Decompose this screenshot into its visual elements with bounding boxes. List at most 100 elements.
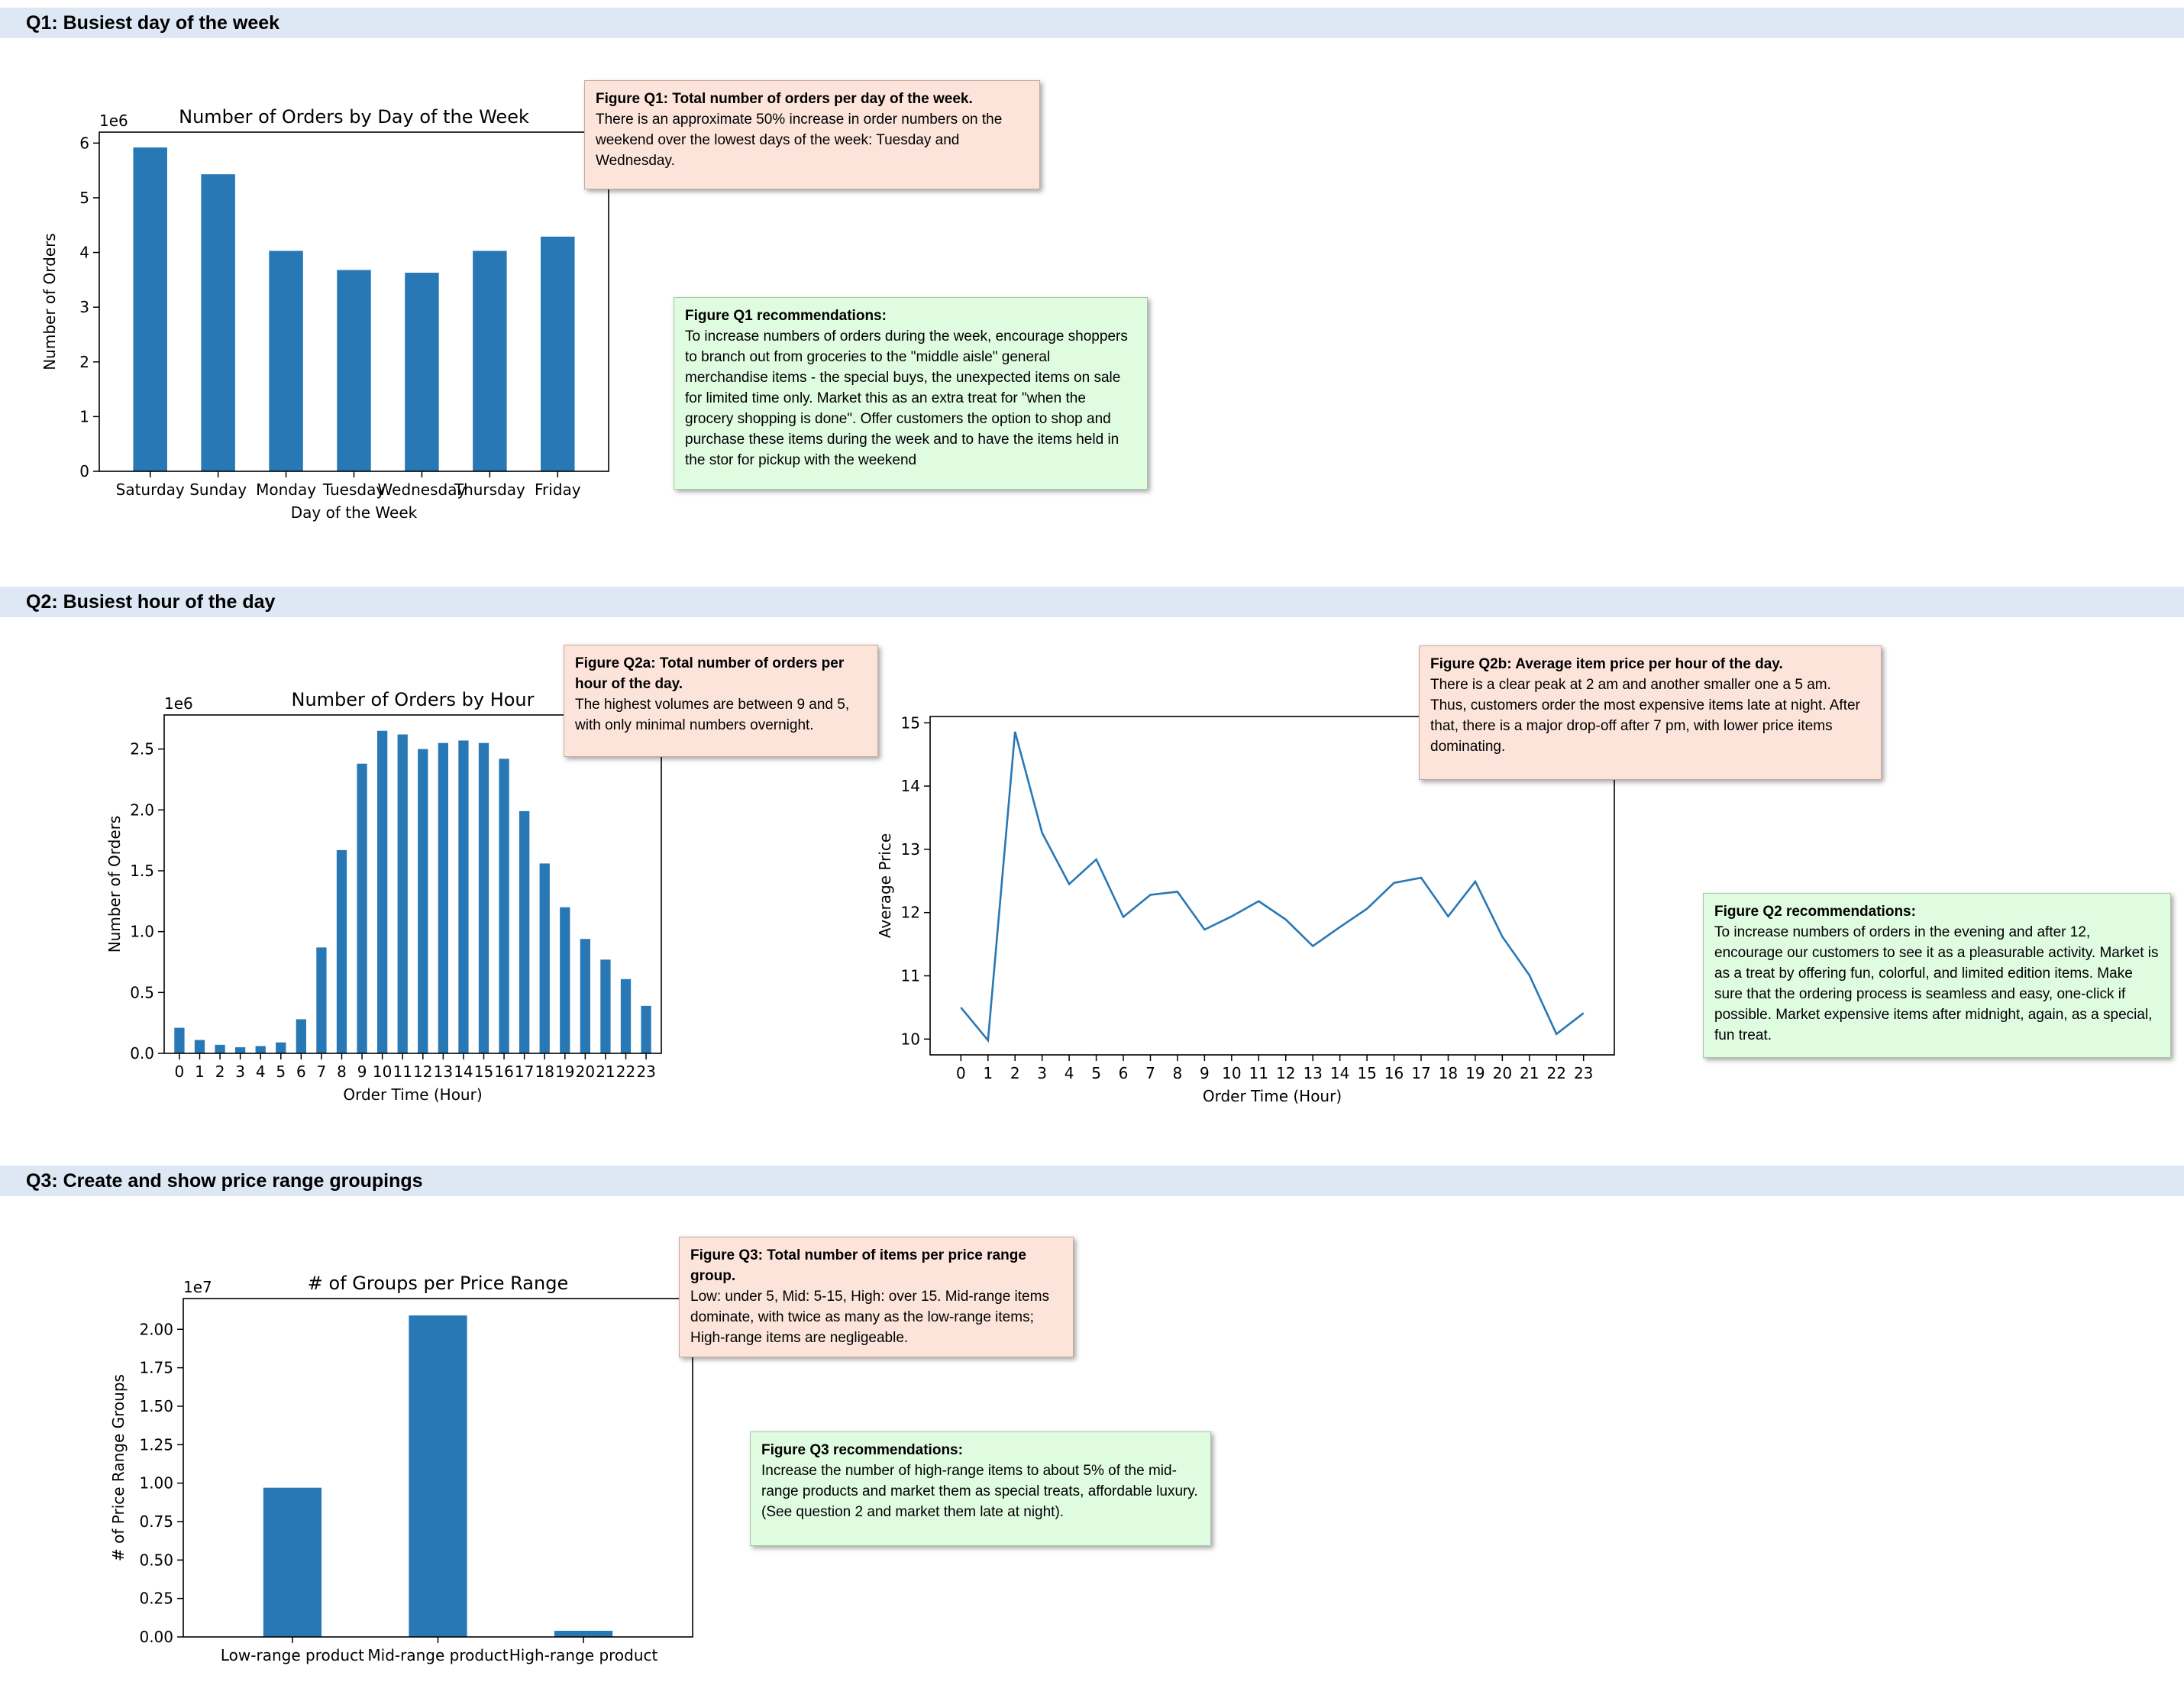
note-figure-q2a: Figure Q2a: Total number of orders per h… <box>564 645 878 757</box>
y-tick-label: 0.00 <box>139 1628 173 1646</box>
y-axis-label: Number of Orders <box>105 816 124 953</box>
y-tick-label: 1.5 <box>130 862 154 880</box>
x-tick-label: Saturday <box>116 480 185 499</box>
x-tick-label: 6 <box>1119 1064 1129 1082</box>
bar-13 <box>438 742 448 1053</box>
series-line-average-price <box>960 731 1585 1043</box>
note-title: Figure Q2 recommendations: <box>1714 904 1916 920</box>
x-tick-label: 18 <box>1439 1064 1458 1082</box>
y-tick-label: 12 <box>901 904 920 922</box>
x-tick-label: 4 <box>256 1063 266 1081</box>
y-tick-label: 2.0 <box>130 801 154 819</box>
bar-17 <box>519 810 530 1053</box>
x-tick-label: 5 <box>276 1063 286 1081</box>
bar-2 <box>215 1044 225 1053</box>
bar-18 <box>539 863 550 1053</box>
y-tick-label: 5 <box>79 189 89 207</box>
x-tick-label: 7 <box>1145 1064 1155 1082</box>
x-tick-label: 11 <box>393 1063 412 1081</box>
bar-saturday <box>133 147 167 471</box>
y-tick-label: 2 <box>79 353 89 371</box>
note-title: Figure Q3: Total number of items per pri… <box>690 1247 1026 1284</box>
y-axis-label: # of Price Range Groups <box>109 1374 128 1561</box>
x-tick-label: 0 <box>956 1064 966 1082</box>
y-tick-label: 0.0 <box>130 1044 154 1063</box>
note-body: Increase the number of high-range items … <box>761 1463 1198 1520</box>
plot-frame <box>163 714 662 1054</box>
x-tick-label: 13 <box>1303 1064 1322 1082</box>
bar-monday <box>269 251 303 471</box>
y-tick-label: 3 <box>79 298 89 316</box>
note-body: The highest volumes are between 9 and 5,… <box>575 697 850 733</box>
y-tick-label: 1.00 <box>139 1474 173 1493</box>
x-tick-label: 0 <box>175 1063 185 1081</box>
y-tick-label: 14 <box>901 777 920 795</box>
x-tick-label: 8 <box>337 1063 347 1081</box>
y-tick-label: 0 <box>79 462 89 480</box>
bar-7 <box>316 947 327 1053</box>
bar-mid-range-product <box>409 1315 467 1637</box>
x-tick-label: 11 <box>1249 1064 1268 1082</box>
y-tick-label: 0.75 <box>139 1512 173 1531</box>
x-tick-label: 23 <box>636 1063 655 1081</box>
bar-22 <box>620 978 632 1053</box>
x-tick-label: 7 <box>317 1063 327 1081</box>
bar-3 <box>235 1047 246 1053</box>
y-tick-label: 1.75 <box>139 1359 173 1377</box>
y-tick-label: 13 <box>901 840 920 859</box>
x-tick-label: Wednesday <box>378 480 467 499</box>
x-tick-label: 1 <box>983 1064 993 1082</box>
x-tick-label: 21 <box>596 1063 615 1081</box>
x-tick-label: 17 <box>1411 1064 1430 1082</box>
x-tick-label: 19 <box>1465 1064 1485 1082</box>
bar-high-range-product <box>554 1630 613 1637</box>
bar-6 <box>296 1019 306 1053</box>
section-title-q3: Q3: Create and show price range grouping… <box>26 1170 423 1192</box>
note-figure-q3: Figure Q3: Total number of items per pri… <box>679 1237 1074 1357</box>
bar-19 <box>560 907 570 1053</box>
chart-title: Number of Orders by Day of the Week <box>179 106 529 128</box>
chart-title: Number of Orders by Hour <box>291 689 534 710</box>
y-offset-label: 1e6 <box>99 112 128 130</box>
bar-14 <box>458 740 469 1053</box>
y-axis-label: Number of Orders <box>40 233 59 370</box>
y-tick-label: 0.5 <box>130 983 154 1001</box>
bar-sunday <box>201 174 235 471</box>
note-body: To increase numbers of orders during the… <box>685 328 1128 468</box>
note-q1-recommendations: Figure Q1 recommendations: To increase n… <box>674 297 1148 490</box>
x-tick-label: 9 <box>357 1063 367 1081</box>
section-header-q1: Q1: Busiest day of the week <box>0 8 2184 38</box>
note-body: There is an approximate 50% increase in … <box>596 112 1003 169</box>
section-header-q2: Q2: Busiest hour of the day <box>0 587 2184 617</box>
bar-23 <box>641 1005 651 1053</box>
x-tick-label: 21 <box>1520 1064 1539 1082</box>
x-tick-label: 20 <box>576 1063 595 1081</box>
bar-friday <box>541 236 575 471</box>
x-tick-label: 18 <box>535 1063 554 1081</box>
x-axis-label: Day of the Week <box>291 503 418 522</box>
x-tick-label: 20 <box>1493 1064 1512 1082</box>
x-tick-label: 22 <box>616 1063 635 1081</box>
y-tick-label: 11 <box>901 966 920 985</box>
y-tick-label: 1.0 <box>130 923 154 941</box>
bar-9 <box>357 763 367 1053</box>
y-tick-label: 6 <box>79 134 89 152</box>
y-tick-label: 2.00 <box>139 1320 173 1338</box>
bar-12 <box>418 749 428 1053</box>
y-tick-label: 1 <box>79 407 89 425</box>
x-tick-label: 8 <box>1173 1064 1183 1082</box>
x-tick-label: 1 <box>195 1063 205 1081</box>
bar-wednesday <box>405 273 439 471</box>
x-tick-label: 12 <box>413 1063 432 1081</box>
bar-21 <box>600 959 611 1053</box>
x-tick-label: 15 <box>1357 1064 1376 1082</box>
bar-15 <box>478 742 489 1053</box>
y-tick-label: 1.50 <box>139 1397 173 1415</box>
y-tick-label: 15 <box>901 713 920 732</box>
y-offset-label: 1e6 <box>164 694 193 713</box>
bar-10 <box>377 730 388 1053</box>
x-tick-label: 16 <box>1384 1064 1404 1082</box>
note-body: There is a clear peak at 2 am and anothe… <box>1430 677 1860 755</box>
